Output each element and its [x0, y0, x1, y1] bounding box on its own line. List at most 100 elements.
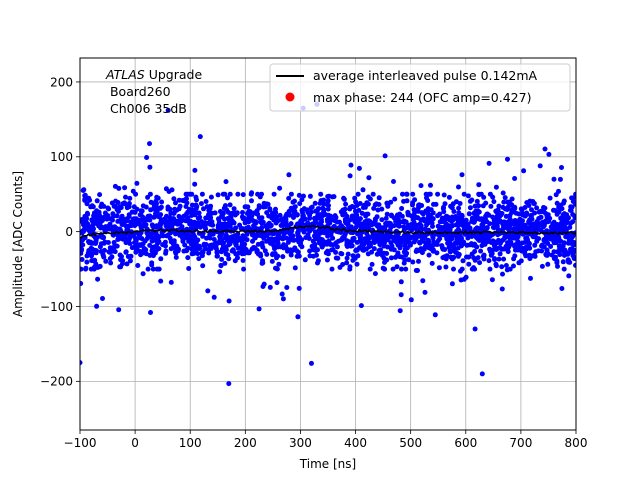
scatter-point — [255, 191, 261, 197]
scatter-point — [154, 201, 159, 206]
scatter-point — [105, 224, 111, 229]
scatter-point — [296, 285, 302, 291]
scatter-point — [190, 235, 196, 241]
scatter-point — [554, 258, 560, 264]
scatter-point — [175, 221, 181, 227]
scatter-point — [482, 241, 488, 247]
scatter-point — [101, 254, 107, 260]
scatter-point — [449, 205, 455, 211]
scatter-point — [381, 250, 387, 256]
scatter-point — [233, 225, 239, 231]
scatter-point — [220, 245, 226, 251]
scatter-point — [255, 211, 261, 217]
scatter-point — [447, 248, 453, 254]
scatter-point — [295, 314, 301, 320]
scatter-point — [564, 234, 570, 240]
y-tick-label: −200 — [40, 375, 73, 389]
scatter-point — [522, 223, 528, 228]
scatter-point — [353, 220, 359, 225]
scatter-point — [405, 212, 411, 218]
scatter-point — [225, 209, 231, 215]
scatter-point — [467, 233, 473, 239]
scatter-point — [339, 237, 345, 243]
scatter-point — [411, 207, 417, 213]
scatter-point — [277, 212, 283, 218]
scatter-point — [325, 233, 331, 239]
scatter-point — [524, 210, 530, 216]
scatter-point — [281, 245, 287, 251]
scatter-point — [505, 247, 511, 253]
scatter-point — [412, 197, 418, 203]
scatter-point — [226, 298, 232, 304]
scatter-point — [403, 266, 409, 272]
scatter-point — [288, 191, 294, 197]
scatter-point — [402, 257, 408, 263]
scatter-point — [333, 240, 339, 246]
scatter-point — [492, 257, 497, 262]
scatter-point — [354, 215, 360, 221]
scatter-point — [528, 275, 533, 281]
scatter-point — [265, 230, 271, 236]
scatter-point — [120, 261, 125, 267]
scatter-point — [154, 266, 160, 272]
scatter-point — [149, 260, 155, 266]
scatter-point — [460, 217, 466, 223]
scatter-point — [222, 260, 228, 266]
scatter-point — [196, 256, 202, 262]
scatter-point — [372, 271, 378, 277]
x-tick-label: 300 — [289, 436, 312, 450]
scatter-point — [114, 243, 120, 249]
scatter-point — [428, 214, 434, 220]
scatter-point — [80, 281, 84, 286]
scatter-point — [572, 213, 576, 219]
scatter-point — [379, 206, 385, 212]
scatter-point — [236, 250, 241, 256]
scatter-point — [530, 224, 536, 230]
scatter-point — [120, 201, 126, 207]
scatter-point — [158, 256, 164, 262]
scatter-point — [111, 213, 117, 219]
scatter-point — [215, 223, 221, 228]
scatter-point — [533, 249, 539, 255]
scatter-point — [319, 219, 325, 225]
scatter-point — [379, 237, 384, 242]
scatter-point — [292, 198, 297, 204]
scatter-point — [215, 192, 221, 198]
scatter-point — [192, 212, 198, 218]
scatter-point — [450, 215, 456, 221]
scatter-point — [508, 239, 514, 245]
scatter-point — [457, 201, 463, 206]
scatter-point — [310, 247, 316, 253]
scatter-point — [141, 223, 147, 229]
scatter-point — [426, 252, 432, 258]
scatter-point — [366, 194, 371, 200]
scatter-point — [349, 215, 355, 221]
scatter-point — [330, 194, 335, 200]
scatter-point — [325, 206, 331, 212]
scatter-point — [86, 195, 92, 201]
scatter-point — [280, 254, 286, 260]
scatter-point — [496, 256, 502, 262]
scatter-point — [86, 248, 92, 253]
scatter-point — [236, 237, 242, 243]
scatter-point — [478, 248, 484, 254]
scatter-point — [283, 213, 289, 219]
scatter-point — [231, 220, 237, 226]
scatter-point — [127, 241, 133, 246]
scatter-point — [397, 308, 403, 314]
scatter-point — [134, 180, 140, 186]
scatter-point — [465, 193, 471, 199]
scatter-point — [111, 240, 117, 245]
scatter-point — [493, 261, 499, 267]
scatter-point — [555, 234, 561, 239]
scatter-point — [147, 141, 152, 147]
scatter-point — [329, 229, 334, 235]
scatter-point — [490, 194, 496, 200]
scatter-point — [499, 211, 505, 216]
scatter-point — [391, 179, 396, 184]
scatter-point — [132, 209, 138, 215]
scatter-point — [510, 220, 516, 226]
scatter-point — [515, 220, 521, 225]
scatter-point — [241, 266, 247, 272]
scatter-point — [425, 209, 431, 215]
